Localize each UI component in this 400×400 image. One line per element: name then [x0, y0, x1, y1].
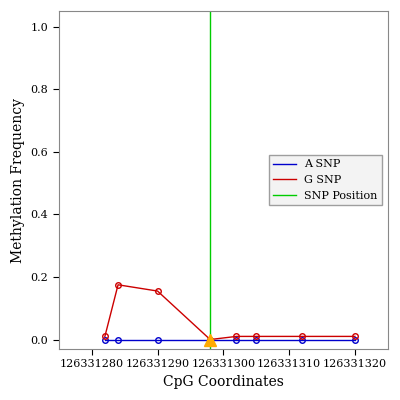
Legend: A SNP, G SNP, SNP Position: A SNP, G SNP, SNP Position: [269, 155, 382, 205]
X-axis label: CpG Coordinates: CpG Coordinates: [163, 375, 284, 389]
Y-axis label: Methylation Frequency: Methylation Frequency: [11, 98, 25, 262]
